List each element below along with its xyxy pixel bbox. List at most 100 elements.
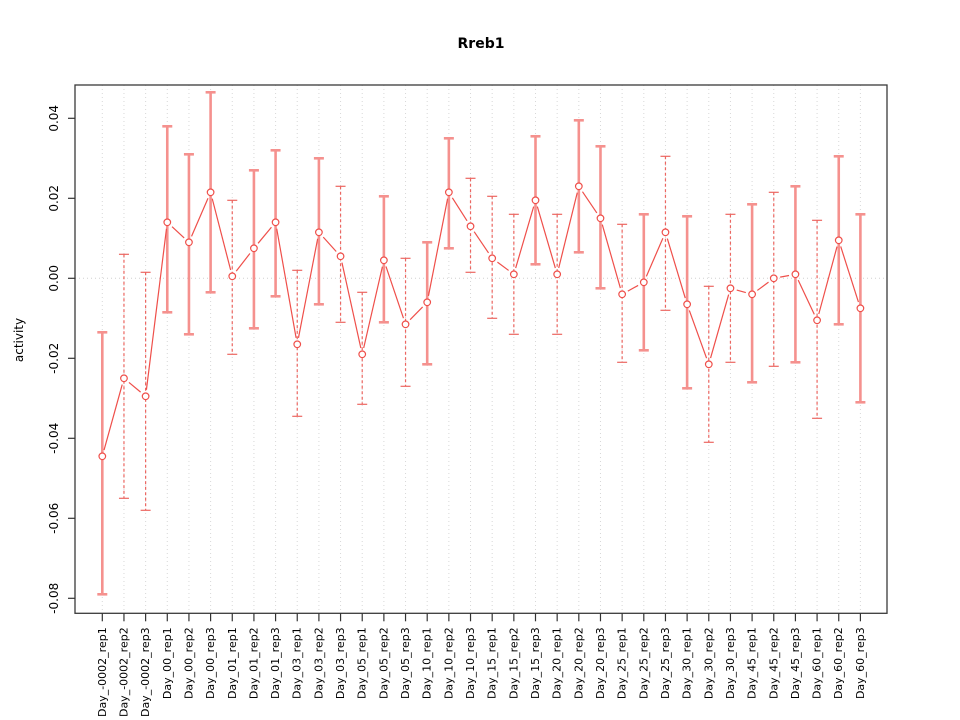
series-line-segment (145, 228, 168, 390)
data-point-marker (293, 340, 302, 349)
data-point-marker (769, 274, 778, 283)
data-point-marker (574, 182, 583, 191)
x-tick-label: Day_30_rep1 (681, 627, 694, 699)
series-line-segment (840, 246, 859, 303)
data-point-marker (466, 222, 475, 231)
x-tick-label: Day_20_rep1 (551, 627, 564, 699)
x-tick-label: Day_03_rep3 (334, 627, 347, 699)
data-point-marker (531, 196, 540, 205)
x-tick-label: Day_00_rep1 (161, 627, 174, 699)
data-point-marker (748, 290, 756, 299)
x-tick-label: Day_00_rep2 (182, 627, 195, 699)
x-tick-label: Day_10_rep2 (442, 627, 455, 699)
x-tick-label: Day_60_rep1 (811, 627, 824, 699)
plot-box (74, 84, 888, 614)
data-point-marker (206, 188, 215, 197)
y-tick-label: -0.08 (47, 583, 61, 614)
x-tick-label: Day_-0002_rep1 (96, 627, 109, 717)
series-line-segment (409, 306, 424, 321)
data-point-marker (596, 214, 605, 223)
x-tick-label: Day_01_rep1 (226, 627, 239, 699)
data-point-marker (98, 452, 107, 461)
x-tick-label: Day_25_rep1 (616, 627, 629, 699)
series-line-segment (128, 381, 142, 393)
series-line-segment (451, 197, 468, 222)
x-tick-label: Day_60_rep2 (832, 627, 845, 699)
series-line-segment (297, 238, 319, 339)
data-point-marker (250, 244, 258, 253)
data-point-marker (141, 392, 150, 401)
series-line-segment (666, 238, 686, 299)
series-line-segment (257, 226, 272, 244)
series-line-segment (341, 262, 362, 349)
series-line-segment (190, 198, 209, 237)
y-tick-label: -0.06 (47, 503, 61, 534)
x-tick-label: Day_05_rep1 (356, 627, 369, 699)
data-point-marker (683, 300, 692, 309)
data-point-marker (726, 284, 735, 293)
series-line-segment (536, 206, 556, 269)
data-point-marker (444, 188, 453, 197)
chart-title: Rreb1 (457, 36, 505, 52)
series-line-segment (818, 246, 838, 315)
series-line-segment (558, 192, 578, 269)
x-tick-label: Day_03_rep2 (312, 627, 325, 699)
series-line-segment (627, 284, 639, 292)
data-point-marker (488, 254, 497, 263)
x-tick-label: Day_00_rep3 (204, 627, 217, 699)
series-line-segment (601, 224, 621, 289)
y-tick-label: -0.04 (47, 423, 61, 454)
data-point-marker (228, 272, 237, 281)
series-line-segment (736, 289, 746, 294)
x-tick-label: Day_01_rep3 (269, 627, 282, 699)
series-line-segment (171, 226, 185, 239)
data-point-marker (553, 270, 562, 279)
y-tick-label: -0.02 (47, 343, 61, 374)
data-point-marker (358, 350, 367, 359)
x-tick-label: Day_30_rep2 (702, 627, 715, 699)
series-line-segment (276, 228, 297, 339)
x-tick-label: Day_15_rep1 (486, 627, 499, 699)
data-point-marker (271, 218, 280, 227)
series-line-segment (515, 206, 535, 269)
x-tick-label: Day_05_rep3 (399, 627, 412, 699)
data-point-marker (856, 304, 865, 313)
data-point-marker (618, 290, 627, 299)
y-tick-label: 0.02 (47, 185, 61, 212)
x-tick-label: Day_05_rep2 (377, 627, 390, 699)
x-tick-label: Day_15_rep3 (529, 627, 542, 699)
y-tick-label: 0.04 (47, 105, 61, 132)
data-point-marker (791, 270, 800, 279)
series-line-segment (103, 384, 123, 451)
x-tick-label: Day_45_rep3 (789, 627, 802, 699)
x-tick-label: Day_25_rep3 (659, 627, 672, 699)
data-point-marker (379, 256, 388, 265)
x-tick-label: Day_03_rep1 (291, 627, 304, 699)
series-line-segment (780, 274, 790, 278)
x-tick-label: Day_10_rep3 (464, 627, 477, 699)
series-line-segment (385, 266, 405, 319)
data-point-marker (185, 238, 193, 247)
x-tick-label: Day_45_rep2 (767, 627, 780, 699)
x-tick-label: Day_01_rep2 (247, 627, 260, 699)
data-point-marker (423, 298, 432, 307)
series-line-segment (427, 198, 449, 297)
data-point-marker (509, 270, 518, 279)
x-tick-label: Day_-0002_rep3 (139, 627, 152, 717)
data-point-marker (120, 374, 128, 383)
x-tick-label: Day_30_rep3 (724, 627, 737, 699)
series-line-segment (363, 266, 384, 349)
series-line-segment (497, 261, 509, 271)
data-point-marker (163, 218, 172, 227)
series-line-segment (688, 310, 708, 359)
series-line-segment (645, 238, 664, 277)
data-point-marker (336, 252, 345, 261)
y-tick-label: 0.00 (47, 265, 61, 292)
x-tick-label: Day_60_rep3 (854, 627, 867, 699)
series-line-segment (473, 231, 490, 254)
data-point-marker (834, 236, 843, 245)
series-line-segment (235, 253, 251, 272)
data-point-marker (639, 278, 648, 287)
